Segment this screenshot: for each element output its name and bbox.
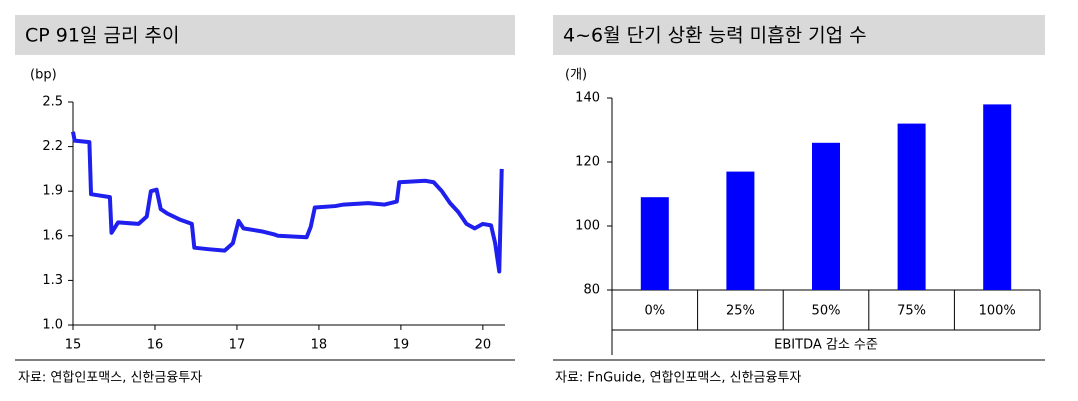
data-line xyxy=(71,131,504,274)
x-tick-label: 75% xyxy=(897,304,926,319)
x-tick-label: 19 xyxy=(393,338,410,353)
y-tick-label: 120 xyxy=(575,155,600,170)
x-tick-label: 17 xyxy=(229,338,246,353)
x-tick-label: 16 xyxy=(147,338,164,353)
y-tick-label: 1.3 xyxy=(42,273,63,288)
bar xyxy=(726,171,755,290)
x-tick-label: 50% xyxy=(812,304,841,319)
chart-title: CP 91일 금리 추이 xyxy=(25,25,179,47)
title-bar xyxy=(15,15,515,55)
x-axis-title: EBITDA 감소 수준 xyxy=(774,338,878,353)
x-tick-label: 20 xyxy=(475,338,492,353)
x-tick-label: 0% xyxy=(644,304,665,319)
y-tick-label: 80 xyxy=(583,283,600,298)
bar xyxy=(897,123,926,290)
source: 자료: 연합인포맥스, 신한금융투자 xyxy=(18,371,202,386)
y-tick-label: 1.9 xyxy=(42,184,63,199)
title-bar xyxy=(553,15,1045,55)
y-tick-label: 2.5 xyxy=(42,95,63,110)
y-tick-label: 1.0 xyxy=(42,318,63,333)
y-tick-label: 1.6 xyxy=(42,228,63,243)
chart-title: 4~6월 단기 상환 능력 미흡한 기업 수 xyxy=(563,25,867,47)
x-tick-label: 100% xyxy=(979,304,1016,319)
source: 자료: FnGuide, 연합인포맥스, 신한금융투자 xyxy=(555,371,801,386)
y-tick-label: 100 xyxy=(575,219,600,234)
x-tick-label: 25% xyxy=(726,304,755,319)
y-tick-label: 140 xyxy=(575,91,600,106)
x-tick-label: 18 xyxy=(311,338,328,353)
y-unit: (개) xyxy=(565,68,587,83)
bar xyxy=(640,197,669,290)
bar xyxy=(812,142,840,290)
x-tick-label: 15 xyxy=(65,338,82,353)
y-unit: (bp) xyxy=(30,68,57,83)
bar xyxy=(983,104,1012,291)
y-tick-label: 2.2 xyxy=(42,139,63,154)
